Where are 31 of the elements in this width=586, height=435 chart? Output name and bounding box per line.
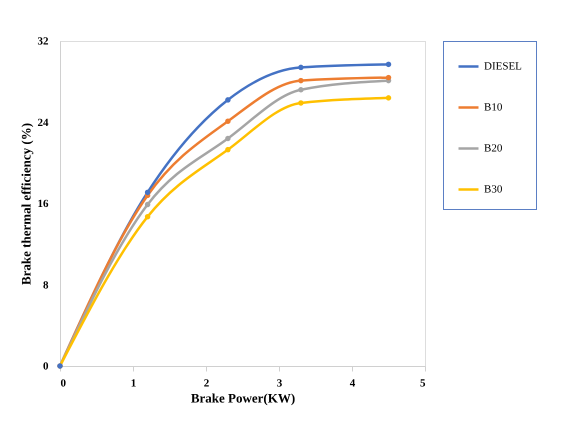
point xyxy=(144,214,150,220)
point xyxy=(298,100,304,106)
point xyxy=(298,78,304,84)
legend-label: DIESEL xyxy=(484,60,522,72)
y-tick-label: 32 xyxy=(38,36,49,48)
point xyxy=(225,146,231,152)
point xyxy=(298,64,304,70)
y-tick-label: 16 xyxy=(38,198,49,210)
legend-label: B30 xyxy=(484,184,503,196)
point xyxy=(386,62,392,68)
point xyxy=(386,74,392,80)
x-tick-label: 0 xyxy=(60,378,66,390)
y-tick-label: 8 xyxy=(43,279,49,292)
point xyxy=(144,202,150,208)
x-tick-label: 3 xyxy=(276,378,283,390)
x-tick-label: 5 xyxy=(420,378,426,390)
point xyxy=(144,190,150,196)
point xyxy=(225,97,231,103)
x-tick-label: 4 xyxy=(350,378,356,390)
x-tick-label: 2 xyxy=(204,378,210,390)
point xyxy=(225,118,231,124)
x-axis-title: Brake Power(KW) xyxy=(190,390,296,406)
point xyxy=(386,95,392,101)
y-axis-title: Brake thermal efficiency (%) xyxy=(18,122,34,286)
y-tick-label: 24 xyxy=(38,116,49,129)
legend-label: B20 xyxy=(484,142,503,154)
y-tick-label: 0 xyxy=(43,360,49,372)
point xyxy=(225,136,231,142)
point xyxy=(298,87,304,92)
x-tick-label: 1 xyxy=(130,378,136,390)
legend-label: B10 xyxy=(484,102,503,114)
